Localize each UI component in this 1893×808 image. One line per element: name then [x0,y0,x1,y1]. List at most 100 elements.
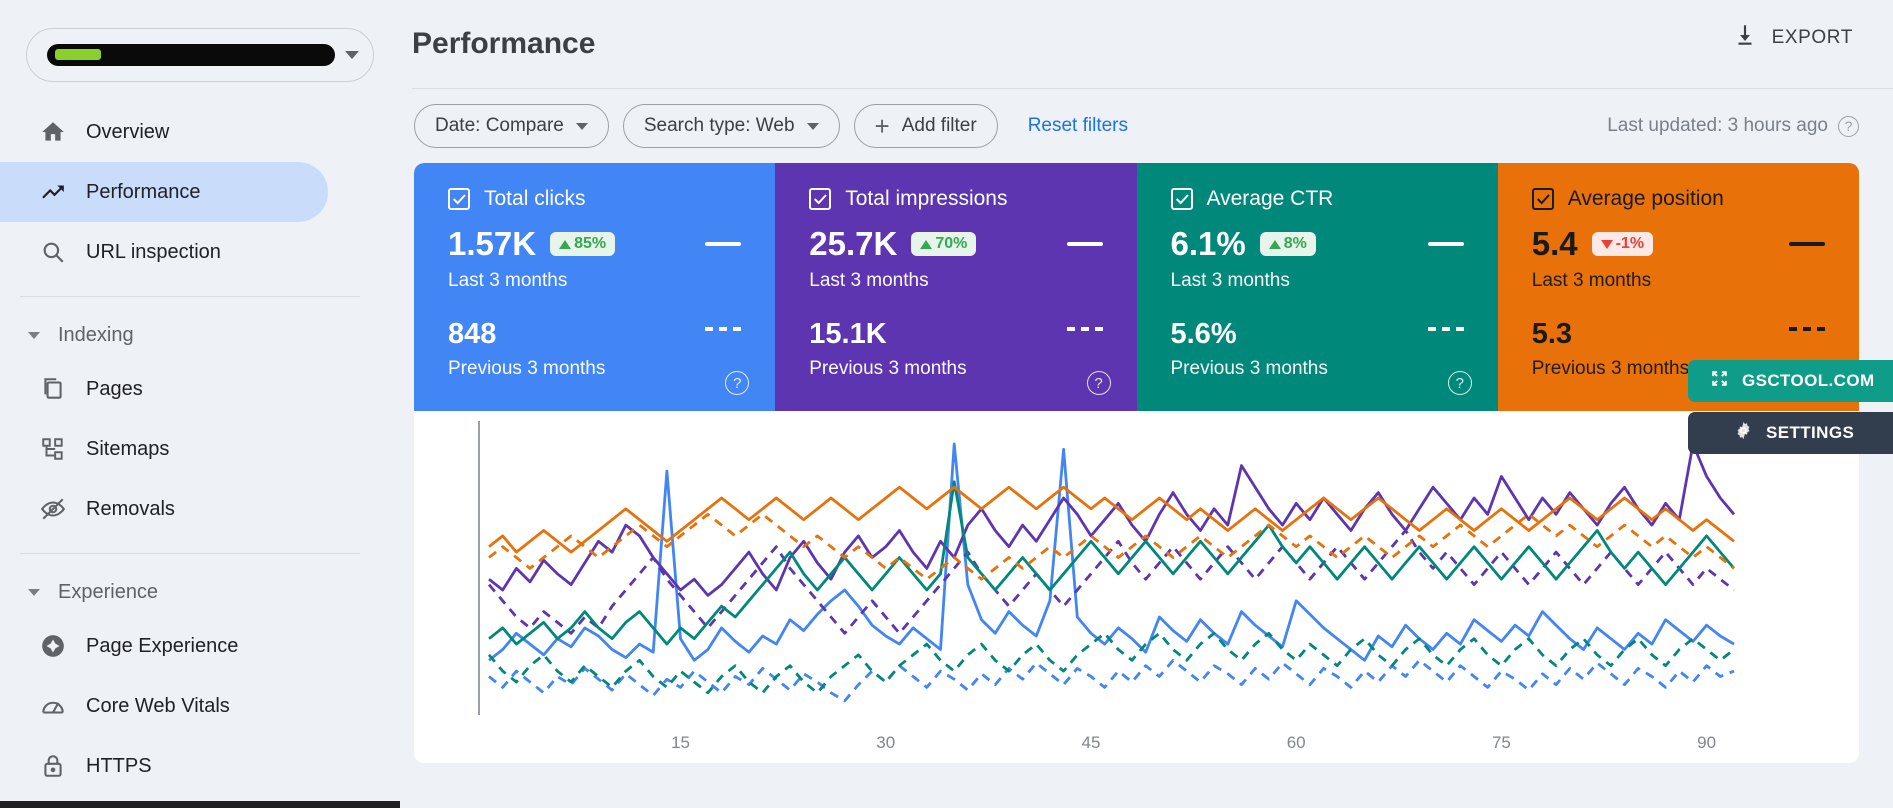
checkbox-icon[interactable] [448,188,470,210]
metric-prev-value: 848 [448,318,497,350]
gsctool-brand-button[interactable]: GSCTOOL.COM [1688,360,1893,402]
metric-change-value: 85% [574,235,607,252]
expand-icon [1710,369,1729,393]
metric-prev-value: 15.1K [809,318,887,350]
chart-canvas [478,421,1736,715]
sidebar-group-experience[interactable]: Experience [0,568,400,616]
sidebar-item-label: Page Experience [86,634,239,657]
chart-series-average-ctr-last-3-months- [488,480,1736,646]
dashed-line-legend-icon [1789,326,1825,331]
sidebar-group-indexing[interactable]: Indexing [0,311,400,359]
chart-series-total-impressions-last-3-months- [488,442,1736,597]
metric-period: Last 3 months [448,270,568,291]
question-mark-icon[interactable]: ? [725,371,750,395]
sidebar-item-label: Overview [86,120,170,143]
sidebar-group-label: Experience [58,580,159,603]
chevron-down-icon [806,122,819,130]
reset-filters-link[interactable]: Reset filters [1027,115,1129,136]
question-mark-icon[interactable]: ? [1086,371,1111,395]
checkbox-icon[interactable] [809,188,832,210]
sidebar-item-performance[interactable]: Performance [0,162,328,222]
solid-line-legend-icon [705,242,742,246]
chevron-down-icon [575,122,588,130]
metric-prev-period: Previous 3 months [1170,358,1328,379]
pages-icon [40,376,82,402]
chart-x-axis-labels: 15 30 45 60 75 90 [414,733,1859,763]
solid-line-legend-icon [1789,242,1825,246]
header-divider [412,88,1893,89]
gsctool-settings-label: SETTINGS [1766,423,1855,442]
metric-change-badge: 8% [1259,232,1316,256]
metric-period: Last 3 months [809,270,929,291]
question-mark-icon[interactable]: ? [1838,115,1859,137]
sidebar-item-page-experience[interactable]: Page Experience [0,616,328,676]
metric-card-total-clicks[interactable]: Total clicks 1.57K 85% Last 3 months 848 [414,163,776,411]
metric-change-value: 8% [1283,235,1307,252]
metric-card-average-ctr[interactable]: Average CTR 6.1% 8% Last 3 months 5.6% [1136,163,1498,411]
sidebar-item-pages[interactable]: Pages [0,359,328,419]
solid-line-legend-icon [1427,242,1464,246]
sidebar: Overview Performance URL inspection Inde… [0,0,465,808]
metric-value: 6.1% [1170,225,1246,262]
sidebar-item-url-inspection[interactable]: URL inspection [0,222,328,282]
chart-series-average-position-last-3-months- [488,485,1735,554]
sidebar-item-sitemaps[interactable]: Sitemaps [0,419,328,479]
sidebar-item-removals[interactable]: Removals [0,479,328,539]
search-type-label: Search type: Web [643,115,795,136]
metric-card-total-impressions[interactable]: Total impressions 25.7K 70% Last 3 month… [775,163,1137,411]
metric-prev-value: 5.6% [1170,318,1237,350]
gsctool-brand-label: GSCTOOL.COM [1742,371,1875,390]
add-filter-label: Add filter [901,115,977,136]
metric-change-value: -1% [1615,235,1645,252]
gsctool-settings-button[interactable]: SETTINGS [1688,412,1893,454]
sidebar-item-label: Pages [86,377,143,400]
sidebar-item-overview[interactable]: Overview [0,102,328,162]
sitemap-icon [40,436,82,462]
chevron-down-icon [28,331,40,339]
chart-series-average-position-previous-3-months- [488,512,1735,581]
home-icon [40,119,82,145]
chart-series-total-impressions-previous-3-months- [487,529,1735,635]
property-selector[interactable] [26,28,374,82]
date-compare-filter[interactable]: Date: Compare [414,104,609,148]
chevron-down-icon[interactable] [345,51,359,59]
chevron-down-icon [28,588,40,596]
triangle-up-icon [1268,239,1281,249]
metric-prev-value: 5.3 [1531,318,1573,350]
page-title: Performance [412,27,596,60]
search-type-filter[interactable]: Search type: Web [622,104,840,148]
sidebar-group-label: Indexing [58,323,134,346]
sidebar-item-label: URL inspection [86,240,221,263]
metric-period: Last 3 months [1170,270,1290,291]
eye-off-icon [40,496,82,522]
question-mark-icon[interactable]: ? [1447,371,1472,395]
chart-series-total-clicks-last-3-months- [488,442,1735,662]
horizontal-scrollbar[interactable] [0,801,465,808]
add-filter-button[interactable]: + Add filter [853,104,998,148]
triangle-up-icon [559,239,572,249]
triangle-up-icon [920,239,933,249]
checkbox-icon[interactable] [1170,188,1193,210]
sidebar-item-https[interactable]: HTTPS [0,736,328,796]
x-tick-label: 15 [671,733,690,752]
metric-period: Last 3 months [1531,270,1652,291]
metric-title: Average CTR [1206,187,1334,210]
dashed-line-legend-icon [1427,326,1464,331]
chart-series-average-ctr-previous-3-months- [487,631,1735,695]
metric-value: 5.4 [1531,225,1578,262]
chart-series-total-clicks-previous-3-months- [488,658,1735,703]
x-tick-label: 45 [1081,733,1101,752]
checkbox-icon[interactable] [1531,188,1554,210]
performance-chart: 15 30 45 60 75 90 [414,411,1859,761]
x-tick-label: 90 [1697,733,1717,752]
metric-title: Total impressions [845,187,1008,210]
last-updated: Last updated: 3 hours ago ? [1607,115,1859,137]
sidebar-item-core-web-vitals[interactable]: Core Web Vitals [0,676,328,736]
metric-prev-period: Previous 3 months [809,358,967,379]
metric-value: 25.7K [809,225,898,262]
dashed-line-legend-icon [705,326,742,331]
last-updated-text: Last updated: 3 hours ago [1607,115,1828,136]
metric-prev-period: Previous 3 months [1531,358,1690,379]
export-button[interactable]: EXPORT [1732,22,1853,54]
filter-bar: Date: Compare Search type: Web + Add fil… [400,89,1893,163]
